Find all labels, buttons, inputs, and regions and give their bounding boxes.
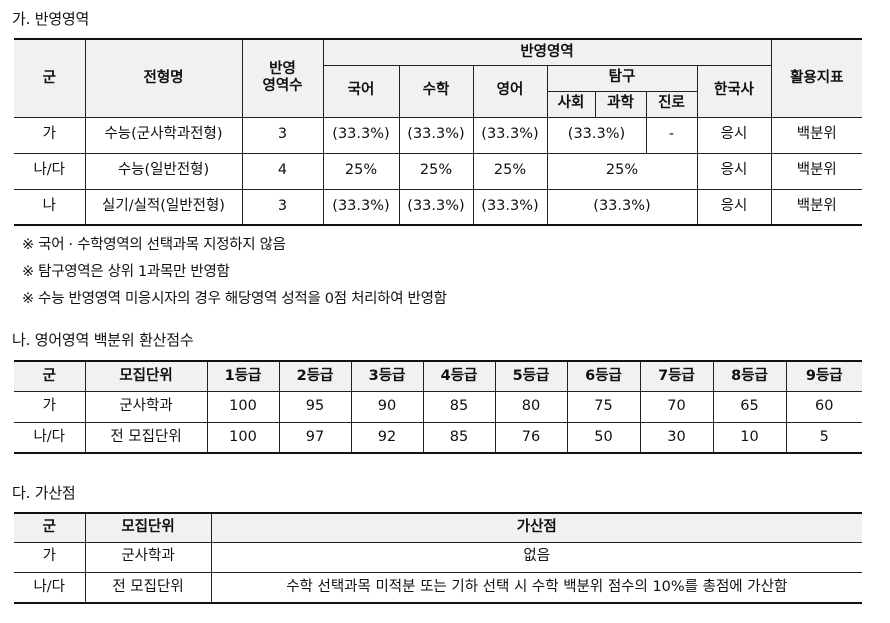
cell-group: 나	[14, 188, 86, 226]
header-grade-3: 3등급	[350, 360, 424, 392]
cell-indicator: 백분위	[770, 152, 863, 190]
reflection-area-table: 군 전형명 반영 영역수 반영영역 활용지표 국어 수학 영어 탐구 한국사 사…	[14, 38, 863, 226]
cell-indicator: 백분위	[770, 116, 863, 154]
header-grade-1: 1등급	[206, 360, 280, 392]
cell-score: 60	[785, 390, 862, 423]
header-group: 군	[14, 38, 86, 118]
header-english: 영어	[472, 64, 548, 118]
header-science: 과학	[594, 90, 647, 118]
cell-unit: 전 모집단위	[84, 571, 212, 604]
header-unit: 모집단위	[84, 512, 212, 543]
cell-math: (33.3%)	[398, 116, 474, 154]
cell-score: 10	[712, 421, 787, 454]
header-bonus: 가산점	[210, 512, 862, 543]
header-areas: 반영영역	[322, 38, 772, 66]
cell-inquiry: 25%	[546, 152, 698, 190]
cell-english: (33.3%)	[472, 188, 548, 226]
cell-score: 76	[494, 421, 568, 454]
cell-score: 70	[639, 390, 714, 423]
cell-name: 실기/실적(일반전형)	[84, 188, 243, 226]
table-row: 가 군사학과 없음	[14, 541, 862, 573]
header-group: 군	[14, 512, 86, 543]
note-3: ※ 수능 반영영역 미응시자의 경우 해당영역 성적을 0점 처리하여 반영함	[22, 291, 447, 307]
cell-inquiry: (33.3%)	[546, 188, 698, 226]
header-grade-2: 2등급	[278, 360, 352, 392]
header-career: 진로	[645, 90, 697, 118]
cell-unit: 군사학과	[84, 541, 212, 573]
cell-group: 나/다	[14, 571, 86, 604]
cell-score: 80	[494, 390, 568, 423]
section-a-title: 가. 반영영역	[12, 10, 90, 28]
cell-score: 75	[566, 390, 641, 423]
bonus-points-table: 군 모집단위 가산점 가 군사학과 없음 나/다 전 모집단위 수학 선택과목 …	[14, 512, 862, 604]
header-count: 반영 영역수	[241, 38, 324, 118]
cell-count: 3	[241, 116, 324, 154]
cell-korean: 25%	[322, 152, 400, 190]
table-row: 나 실기/실적(일반전형) 3 (33.3%) (33.3%) (33.3%) …	[14, 188, 863, 226]
header-grade-5: 5등급	[494, 360, 568, 392]
cell-score: 85	[422, 421, 496, 454]
header-korean: 국어	[323, 64, 400, 118]
cell-score: 50	[566, 421, 641, 454]
note-1: ※ 국어 · 수학영역의 선택과목 지정하지 않음	[22, 237, 286, 253]
header-history: 한국사	[696, 64, 772, 118]
header-indicator: 활용지표	[770, 38, 863, 118]
header-grade-4: 4등급	[422, 360, 496, 392]
section-b-title: 나. 영어영역 백분위 환산점수	[12, 331, 194, 349]
cell-score: 85	[422, 390, 496, 423]
cell-english: 25%	[472, 152, 548, 190]
cell-english: (33.3%)	[472, 116, 548, 154]
header-grade-8: 8등급	[712, 360, 787, 392]
table-row: 나/다 수능(일반전형) 4 25% 25% 25% 25% 응시 백분위	[14, 152, 863, 190]
cell-math: 25%	[398, 152, 474, 190]
cell-score: 30	[639, 421, 714, 454]
header-social: 사회	[547, 90, 596, 118]
cell-name: 수능(일반전형)	[84, 152, 243, 190]
cell-count: 4	[241, 152, 324, 190]
cell-score: 97	[278, 421, 352, 454]
header-inquiry: 탐구	[546, 64, 698, 92]
header-unit: 모집단위	[84, 360, 208, 392]
table-row: 가 수능(군사학과전형) 3 (33.3%) (33.3%) (33.3%) (…	[14, 116, 863, 154]
english-score-table: 군 모집단위 1등급 2등급 3등급 4등급 5등급 6등급 7등급 8등급 9…	[14, 360, 862, 454]
cell-math: (33.3%)	[398, 188, 474, 226]
cell-score: 92	[350, 421, 424, 454]
cell-group: 가	[14, 390, 86, 423]
cell-group: 나/다	[14, 421, 86, 454]
cell-career: -	[645, 116, 698, 154]
table-row: 나/다 전 모집단위 수학 선택과목 미적분 또는 기하 선택 시 수학 백분위…	[14, 571, 862, 604]
cell-group: 나/다	[14, 152, 86, 190]
cell-bonus: 없음	[210, 541, 862, 573]
header-grade-9: 9등급	[785, 360, 862, 392]
cell-score: 90	[350, 390, 424, 423]
header-grade-7: 7등급	[639, 360, 714, 392]
cell-unit: 군사학과	[84, 390, 208, 423]
header-name: 전형명	[84, 38, 243, 118]
cell-score: 65	[712, 390, 787, 423]
cell-bonus: 수학 선택과목 미적분 또는 기하 선택 시 수학 백분위 점수의 10%를 총…	[210, 571, 862, 604]
cell-group: 가	[14, 116, 86, 154]
table-row: 나/다 전 모집단위 100 97 92 85 76 50 30 10 5	[14, 421, 862, 454]
cell-unit: 전 모집단위	[84, 421, 208, 454]
header-math: 수학	[398, 64, 474, 118]
cell-count: 3	[241, 188, 324, 226]
header-grade-6: 6등급	[566, 360, 641, 392]
cell-inquiry-social-science: (33.3%)	[546, 116, 647, 154]
cell-indicator: 백분위	[770, 188, 863, 226]
note-2: ※ 탐구영역은 상위 1과목만 반영함	[22, 264, 230, 280]
cell-korean: (33.3%)	[322, 188, 400, 226]
cell-name: 수능(군사학과전형)	[84, 116, 243, 154]
cell-history: 응시	[696, 152, 772, 190]
table-row: 가 군사학과 100 95 90 85 80 75 70 65 60	[14, 390, 862, 423]
header-group: 군	[14, 360, 86, 392]
cell-score: 100	[206, 421, 280, 454]
cell-history: 응시	[696, 188, 772, 226]
cell-score: 95	[278, 390, 352, 423]
cell-score: 100	[206, 390, 280, 423]
cell-history: 응시	[696, 116, 772, 154]
section-c-title: 다. 가산점	[12, 484, 76, 502]
cell-score: 5	[785, 421, 862, 454]
cell-korean: (33.3%)	[322, 116, 400, 154]
cell-group: 가	[14, 541, 86, 573]
